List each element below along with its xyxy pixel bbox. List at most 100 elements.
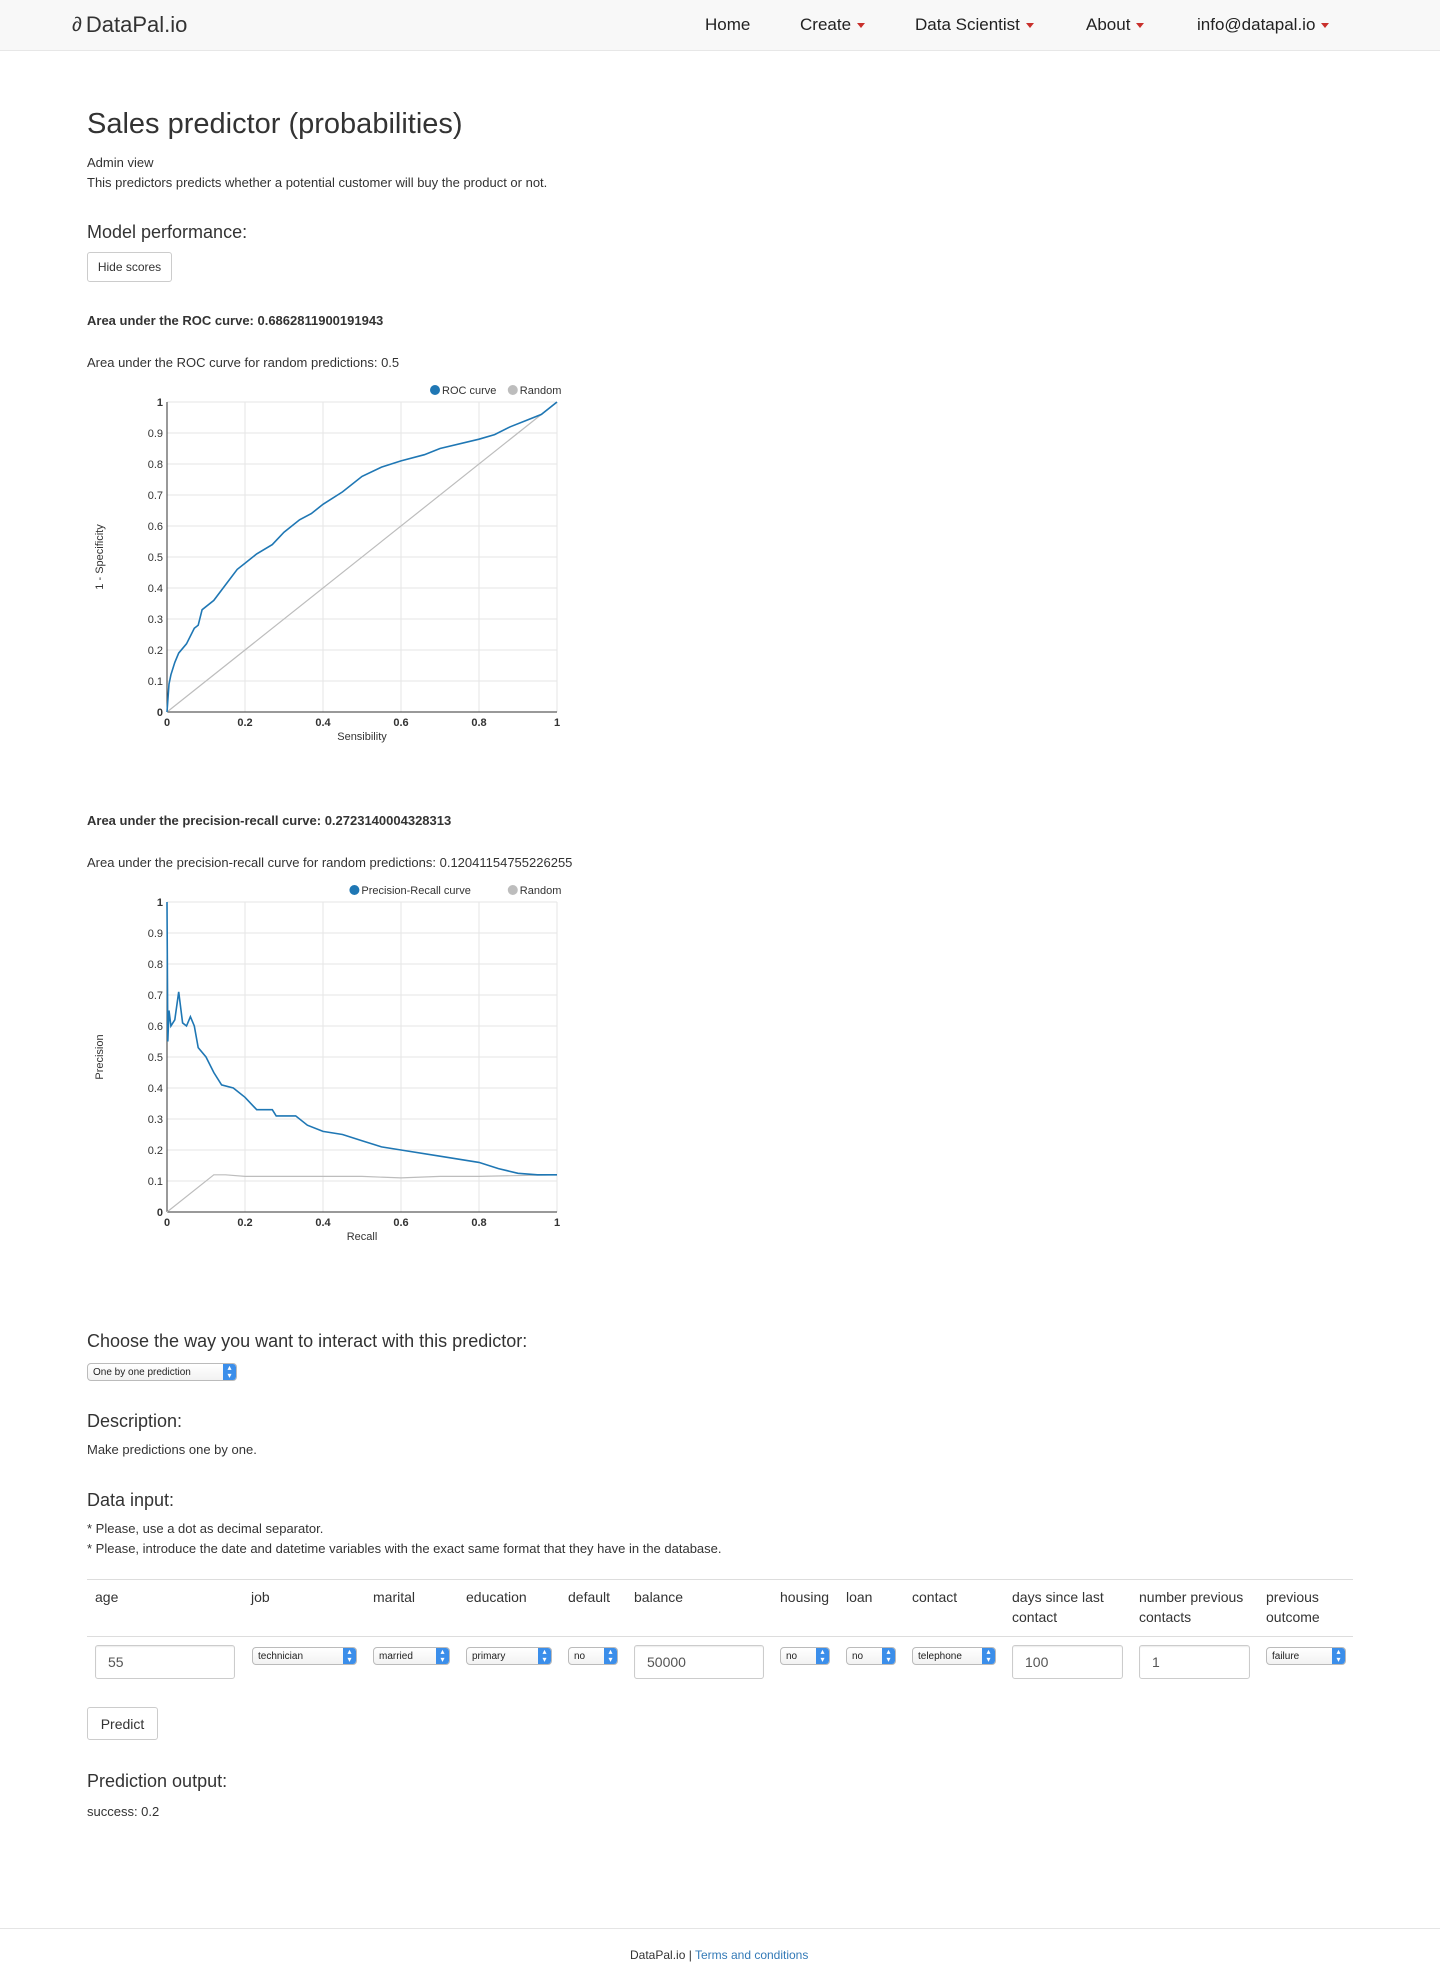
roc-auc-text: Area under the ROC curve: 0.686281190019… <box>87 313 384 328</box>
description-text: Make predictions one by one. <box>87 1442 257 1457</box>
series-line-random <box>166 1174 558 1213</box>
select-arrows-icon: ▴ ▾ <box>538 1648 551 1664</box>
loan-select[interactable]: no ▴ ▾ <box>846 1647 896 1665</box>
education-select[interactable]: primary ▴ ▾ <box>466 1647 552 1665</box>
x-tick-label: 0.2 <box>237 717 252 729</box>
x-tick-label: 1 <box>554 1217 560 1229</box>
series-line-random <box>166 401 558 713</box>
note-date-format: * Please, introduce the date and datetim… <box>87 1541 722 1556</box>
col-header-previous-outcome: previous outcome <box>1266 1589 1320 1625</box>
select-arrows-icon: ▴ ▾ <box>436 1648 449 1664</box>
interaction-heading: Choose the way you want to interact with… <box>87 1331 528 1351</box>
nav-data-scientist[interactable]: Data Scientist <box>915 15 1034 35</box>
select-arrows-icon: ▴ ▾ <box>343 1648 356 1664</box>
y-tick-label: 0.7 <box>148 490 163 502</box>
previous-outcome-value: failure <box>1272 1650 1300 1662</box>
y-tick-label: 0.7 <box>148 990 163 1002</box>
balance-input[interactable]: 50000 <box>634 1645 764 1679</box>
balance-value: 50000 <box>647 1654 686 1670</box>
x-tick-label: 0.4 <box>315 717 331 729</box>
caret-down-icon <box>1321 23 1330 29</box>
legend-marker <box>430 385 440 395</box>
legend-marker <box>507 885 518 895</box>
nav-home[interactable]: Home <box>705 15 750 35</box>
education-value: primary <box>472 1650 506 1662</box>
x-tick-label: 0.6 <box>393 717 408 729</box>
y-tick-label: 0.9 <box>148 428 163 440</box>
y-tick-label: 0.8 <box>148 459 163 471</box>
nav-account[interactable]: info@datapal.io <box>1197 15 1330 35</box>
number-previous-contacts-input[interactable]: 1 <box>1139 1645 1250 1679</box>
legend-label: ROC curve <box>442 385 496 397</box>
job-value: technician <box>258 1650 304 1662</box>
default-select[interactable]: no ▴ ▾ <box>568 1647 618 1665</box>
datapal-logo-icon: ∂ <box>72 13 82 36</box>
note-decimal: * Please, use a dot as decimal separator… <box>87 1521 324 1536</box>
marital-value: married <box>379 1650 413 1662</box>
col-header-marital: marital <box>373 1589 416 1605</box>
col-header-job: job <box>251 1589 270 1605</box>
x-axis-label: Sensibility <box>337 731 387 743</box>
legend-marker <box>507 385 518 395</box>
x-axis-label: Recall <box>347 1231 378 1243</box>
nav-about[interactable]: About <box>1086 15 1145 35</box>
y-tick-label: 0.4 <box>148 1083 163 1095</box>
nav-data-scientist-label: Data Scientist <box>915 15 1020 34</box>
brand-link[interactable]: ∂ DataPal.io <box>72 12 187 38</box>
predict-button[interactable]: Predict <box>87 1707 158 1740</box>
precision-recall-chart: 0 0.2 0.4 0.6 0.8 1 0 0.1 0.2 0.3 0.4 0.5 0.6 0.7 0.8 0… <box>94 885 562 1243</box>
prediction-output-text: success: 0.2 <box>87 1804 160 1819</box>
terms-link[interactable]: Terms and conditions <box>694 1948 809 1962</box>
x-tick-label: 0.6 <box>393 1217 408 1229</box>
hide-scores-button[interactable]: Hide scores <box>87 252 172 282</box>
caret-down-icon <box>1025 23 1034 29</box>
y-tick-label: 0.1 <box>148 1176 163 1188</box>
select-arrows-icon: ▴ ▾ <box>604 1648 617 1664</box>
admin-view-link[interactable]: Admin view <box>87 155 154 170</box>
brand-name: DataPal.io <box>85 12 188 37</box>
select-arrows-icon: ▴ ▾ <box>816 1648 829 1664</box>
previous-contacts-value: 1 <box>1152 1654 1160 1670</box>
housing-select[interactable]: no ▴ ▾ <box>780 1647 830 1665</box>
col-header-loan: loan <box>846 1589 873 1605</box>
y-tick-label: 0.2 <box>148 1145 163 1157</box>
days-since-last-contact-input[interactable]: 100 <box>1012 1645 1123 1679</box>
x-tick-label: 1 <box>554 717 560 729</box>
x-tick-label: 0.2 <box>237 1217 252 1229</box>
footer-separator: | <box>688 1948 692 1962</box>
y-tick-label: 1 <box>157 397 163 409</box>
y-tick-label: 0.3 <box>148 614 163 626</box>
y-tick-label: 0.3 <box>148 1114 163 1126</box>
interaction-mode-select[interactable]: One by one prediction ▴ ▾ <box>87 1363 237 1381</box>
loan-value: no <box>852 1650 864 1662</box>
series-line-precision-recall-curve <box>166 901 557 1176</box>
legend-label: Random <box>520 385 562 397</box>
data-input-heading: Data input: <box>87 1490 175 1510</box>
footer-brand: DataPal.io <box>630 1948 686 1962</box>
y-tick-label: 0.4 <box>148 583 163 595</box>
col-header-balance: balance <box>634 1589 684 1605</box>
legend-marker <box>349 885 360 895</box>
legend-label: Random <box>520 885 562 897</box>
model-performance-heading: Model performance: <box>87 222 248 242</box>
nav-create-label: Create <box>800 15 852 34</box>
predictor-description: This predictors predicts whether a poten… <box>87 175 548 190</box>
col-header-housing: housing <box>780 1589 830 1605</box>
select-arrows-icon: ▴ ▾ <box>1332 1648 1345 1664</box>
col-header-default: default <box>568 1589 611 1605</box>
table-top-border <box>87 1579 1353 1580</box>
prediction-output-heading: Prediction output: <box>87 1771 228 1791</box>
nav-create[interactable]: Create <box>800 15 866 35</box>
age-value: 55 <box>108 1654 124 1670</box>
contact-select[interactable]: telephone ▴ ▾ <box>912 1647 996 1665</box>
y-tick-label: 0.2 <box>148 645 163 657</box>
age-input[interactable]: 55 <box>95 1645 235 1679</box>
y-tick-label: 1 <box>157 897 163 909</box>
navbar: ∂ DataPal.io Home Create Data Scientist … <box>0 0 1440 51</box>
y-tick-label: 0.8 <box>148 959 163 971</box>
nav-home-label: Home <box>705 15 751 34</box>
marital-select[interactable]: married ▴ ▾ <box>373 1647 450 1665</box>
previous-outcome-select[interactable]: failure ▴ ▾ <box>1266 1647 1346 1665</box>
job-select[interactable]: technician ▴ ▾ <box>252 1647 357 1665</box>
y-axis-label: 1 - Specificity <box>94 524 106 590</box>
